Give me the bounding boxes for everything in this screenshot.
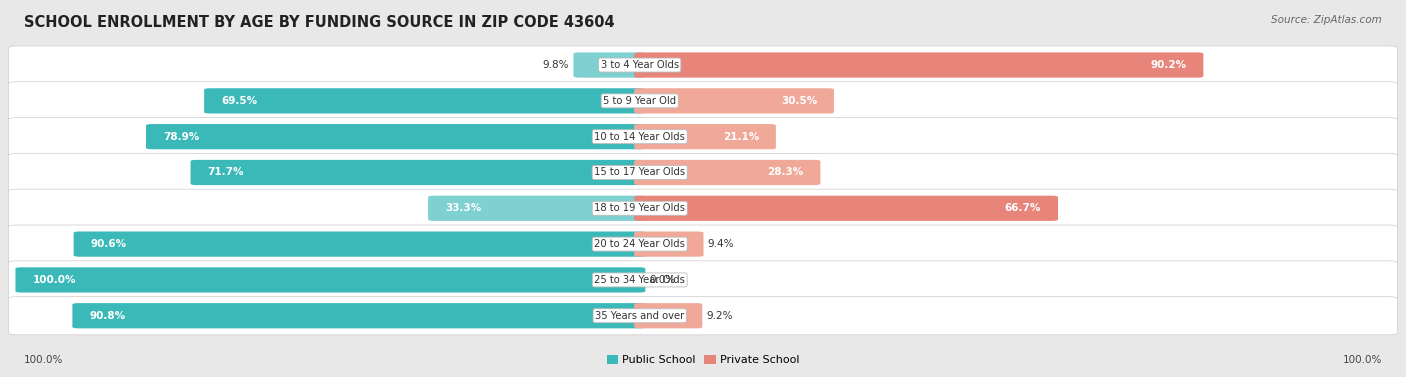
Text: 15 to 17 Year Olds: 15 to 17 Year Olds — [595, 167, 685, 178]
FancyBboxPatch shape — [8, 297, 1398, 335]
Text: 90.6%: 90.6% — [90, 239, 127, 249]
FancyBboxPatch shape — [634, 124, 776, 149]
FancyBboxPatch shape — [8, 225, 1398, 263]
Text: 0.0%: 0.0% — [650, 275, 676, 285]
Text: 100.0%: 100.0% — [1343, 355, 1382, 365]
FancyBboxPatch shape — [574, 52, 645, 78]
FancyBboxPatch shape — [73, 231, 645, 257]
FancyBboxPatch shape — [427, 196, 645, 221]
Text: 78.9%: 78.9% — [163, 132, 200, 142]
FancyBboxPatch shape — [191, 160, 645, 185]
FancyBboxPatch shape — [634, 160, 821, 185]
Text: 100.0%: 100.0% — [24, 355, 63, 365]
Text: 9.4%: 9.4% — [707, 239, 734, 249]
Text: 21.1%: 21.1% — [723, 132, 759, 142]
Text: 66.7%: 66.7% — [1005, 203, 1040, 213]
FancyBboxPatch shape — [72, 303, 645, 328]
FancyBboxPatch shape — [8, 189, 1398, 227]
Text: 30.5%: 30.5% — [780, 96, 817, 106]
Text: 71.7%: 71.7% — [208, 167, 243, 178]
Text: 25 to 34 Year Olds: 25 to 34 Year Olds — [595, 275, 685, 285]
Text: 33.3%: 33.3% — [444, 203, 481, 213]
FancyBboxPatch shape — [8, 118, 1398, 156]
FancyBboxPatch shape — [634, 231, 703, 257]
Legend: Public School, Private School: Public School, Private School — [602, 350, 804, 369]
Text: 100.0%: 100.0% — [32, 275, 76, 285]
FancyBboxPatch shape — [634, 303, 702, 328]
Text: 20 to 24 Year Olds: 20 to 24 Year Olds — [595, 239, 685, 249]
Text: Source: ZipAtlas.com: Source: ZipAtlas.com — [1271, 15, 1382, 25]
FancyBboxPatch shape — [146, 124, 645, 149]
Text: 69.5%: 69.5% — [221, 96, 257, 106]
Text: 10 to 14 Year Olds: 10 to 14 Year Olds — [595, 132, 685, 142]
FancyBboxPatch shape — [8, 46, 1398, 84]
Text: 90.8%: 90.8% — [89, 311, 125, 321]
FancyBboxPatch shape — [634, 52, 1204, 78]
FancyBboxPatch shape — [15, 267, 645, 293]
FancyBboxPatch shape — [8, 153, 1398, 192]
Text: 90.2%: 90.2% — [1150, 60, 1187, 70]
FancyBboxPatch shape — [8, 261, 1398, 299]
Text: 35 Years and over: 35 Years and over — [595, 311, 685, 321]
FancyBboxPatch shape — [8, 82, 1398, 120]
FancyBboxPatch shape — [204, 88, 645, 113]
Text: 28.3%: 28.3% — [768, 167, 804, 178]
Text: 5 to 9 Year Old: 5 to 9 Year Old — [603, 96, 676, 106]
Text: 9.8%: 9.8% — [543, 60, 569, 70]
Text: 18 to 19 Year Olds: 18 to 19 Year Olds — [595, 203, 685, 213]
Text: 9.2%: 9.2% — [706, 311, 733, 321]
FancyBboxPatch shape — [634, 88, 834, 113]
FancyBboxPatch shape — [634, 196, 1057, 221]
Text: SCHOOL ENROLLMENT BY AGE BY FUNDING SOURCE IN ZIP CODE 43604: SCHOOL ENROLLMENT BY AGE BY FUNDING SOUR… — [24, 15, 614, 30]
Text: 3 to 4 Year Olds: 3 to 4 Year Olds — [600, 60, 679, 70]
